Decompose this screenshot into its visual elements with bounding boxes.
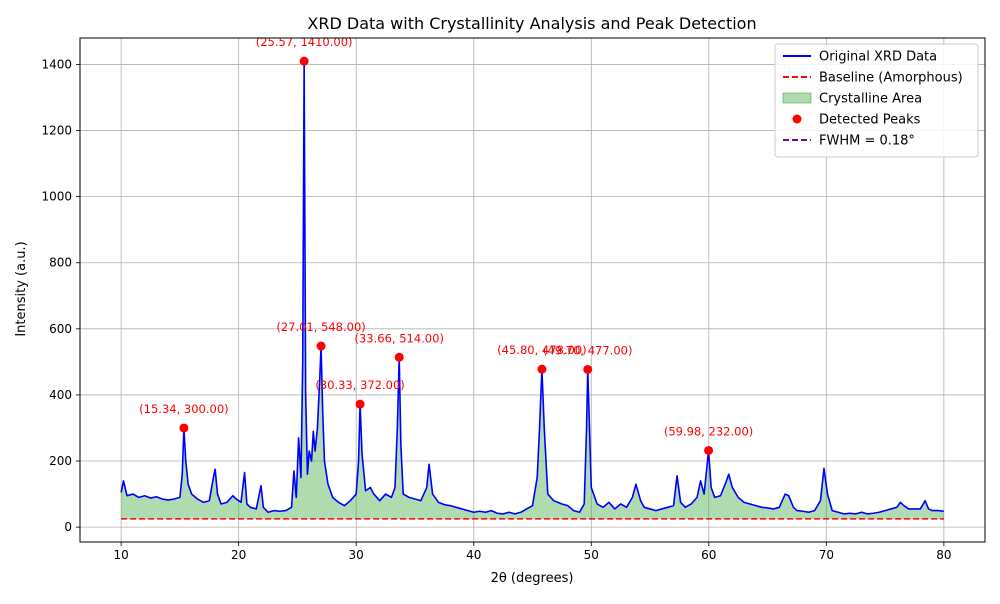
x-tick-label: 50 bbox=[584, 548, 599, 562]
y-tick-label: 800 bbox=[49, 256, 72, 270]
x-tick-label: 30 bbox=[349, 548, 364, 562]
legend-box bbox=[774, 43, 979, 158]
peak-label: (15.34, 300.00) bbox=[139, 402, 228, 416]
y-tick-label: 1200 bbox=[41, 124, 72, 138]
y-tick-label: 1000 bbox=[41, 190, 72, 204]
y-tick-label: 1400 bbox=[41, 57, 72, 71]
peak-marker bbox=[316, 341, 326, 351]
peak-label: (27.01, 548.00) bbox=[276, 320, 365, 334]
peak-marker bbox=[299, 56, 309, 66]
legend-swatch-area bbox=[782, 92, 812, 104]
y-tick-label: 200 bbox=[49, 454, 72, 468]
legend-entry-label: Detected Peaks bbox=[819, 113, 921, 128]
x-tick-label: 80 bbox=[936, 548, 951, 562]
peak-marker bbox=[394, 352, 404, 362]
peak-label: (30.33, 372.00) bbox=[315, 378, 404, 392]
peak-marker bbox=[179, 423, 189, 433]
peak-label: (25.57, 1410.00) bbox=[256, 35, 353, 49]
y-axis-label: Intensity (a.u.) bbox=[14, 241, 29, 336]
xrd-series bbox=[120, 60, 944, 515]
plot-frame bbox=[79, 37, 986, 543]
legend-entry-label: Crystalline Area bbox=[819, 92, 922, 107]
x-tick-label: 60 bbox=[701, 548, 716, 562]
peak-label: (49.70, 477.00) bbox=[543, 343, 632, 357]
peak-marker bbox=[355, 399, 365, 409]
xrd-data-line bbox=[120, 60, 944, 515]
legend-entry-label: Original XRD Data bbox=[819, 50, 937, 65]
grid bbox=[80, 38, 985, 542]
x-axis-label: 2θ (degrees) bbox=[491, 571, 574, 586]
peak-marker bbox=[704, 445, 714, 455]
legend-entry-label: Baseline (Amorphous) bbox=[819, 71, 963, 86]
legend: Original XRD Data Baseline (Amorphous) Cry… bbox=[774, 43, 979, 158]
x-tick-label: 20 bbox=[231, 548, 246, 562]
peak-label: (59.98, 232.00) bbox=[664, 424, 753, 438]
legend-entry-label: FWHM = 0.18° bbox=[819, 134, 915, 149]
y-tick-label: 400 bbox=[49, 388, 72, 402]
legend-swatch-peaks bbox=[792, 114, 802, 124]
peak-label: (33.66, 514.00) bbox=[354, 331, 443, 345]
y-tick-label: 600 bbox=[49, 322, 72, 336]
peak-marker bbox=[583, 364, 593, 374]
peak-marker bbox=[537, 364, 547, 374]
axes: 10 20 30 40 50 60 70 80020040060080010001200140… bbox=[41, 37, 986, 562]
detected-peaks: (15.34, 300.00) (25.57, 1410.00) (27.01, 5… bbox=[139, 35, 753, 455]
x-tick-label: 10 bbox=[113, 548, 128, 562]
x-tick-label: 40 bbox=[466, 548, 481, 562]
x-tick-label: 70 bbox=[819, 548, 834, 562]
peak-label: (45.80, 478.00) bbox=[497, 343, 586, 357]
y-tick-label: 0 bbox=[64, 520, 72, 534]
chart-title: XRD Data with Crystallinity Analysis and… bbox=[307, 14, 756, 33]
